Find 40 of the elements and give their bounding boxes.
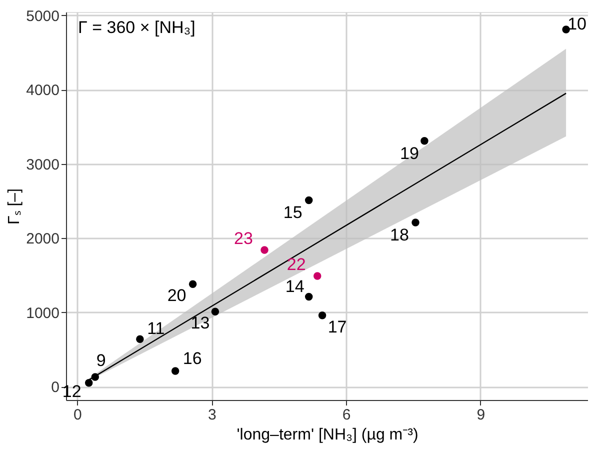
annotation: 11 [147,319,165,338]
x-tick-label: 9 [476,406,486,424]
y-tick-label: 5000 [26,8,60,25]
annotation: 13 [190,314,210,333]
annotation: 17 [328,317,347,336]
annotation: 16 [182,349,202,368]
y-tick-label: 1000 [26,304,60,322]
point [91,373,99,381]
x-tick-label: 0 [74,406,82,424]
annotation: 20 [167,286,186,306]
annotation: Γ = 360 × [NH₃] [78,18,196,37]
annotation: 23 [234,229,253,248]
annotation: 9 [96,350,106,370]
point [260,246,268,254]
y-tick-label: 4000 [26,82,60,100]
y-tick-label: 2000 [26,230,60,248]
point [313,272,322,280]
x-tick-label: 6 [342,406,351,424]
point [84,379,93,387]
annotation: 22 [286,254,306,274]
point [420,136,428,145]
y-tick-label: 0 [51,379,60,396]
point [304,196,313,204]
point [318,311,326,320]
point [304,292,313,301]
point [188,280,197,288]
point [171,367,180,375]
point [136,335,144,343]
annotation: 18 [390,226,409,245]
point [412,218,420,226]
y-tick-label: 3000 [26,156,60,174]
y-axis-title: Γₛ [–] [6,188,24,225]
annotation: 15 [283,203,302,222]
annotation: 10 [568,14,587,34]
annotation: 19 [400,144,419,163]
point [211,308,220,316]
annotation: 14 [285,276,304,296]
x-axis-title: 'long–term' [NH₃] (µg m⁻³) [236,426,418,444]
x-tick-label: 3 [208,406,216,424]
point [562,26,570,34]
